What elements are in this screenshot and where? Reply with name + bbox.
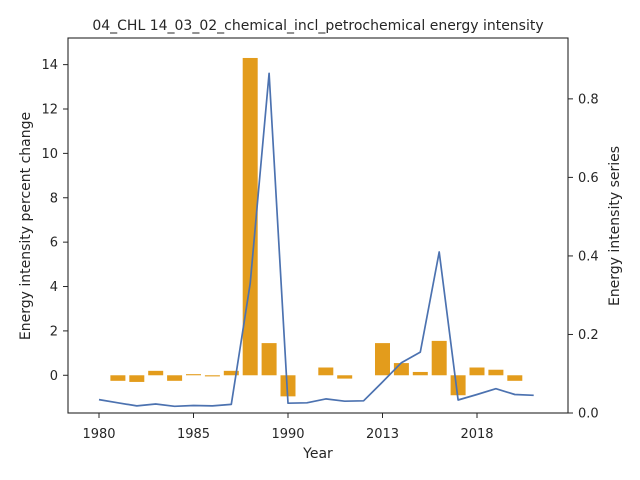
bar-19 [507, 375, 523, 381]
x-tick-label-0: 1980 [82, 427, 115, 442]
y-right-tick-label-1: 0.2 [578, 328, 599, 343]
x-axis-title: Year [302, 446, 333, 462]
plot-frame [67, 37, 569, 414]
x-tick-label-2: 1990 [271, 427, 304, 442]
left-axis: 0 2 4 6 8 10 12 14 [41, 58, 68, 384]
bar-15 [431, 340, 447, 376]
y-left-tick-label-2: 4 [50, 280, 58, 295]
bar-18 [488, 369, 504, 376]
bar-16 [450, 375, 466, 396]
bar-8 [261, 343, 277, 376]
bar-0 [110, 375, 126, 381]
bar-17 [469, 367, 485, 376]
x-tick-label-1: 1985 [177, 427, 210, 442]
y-right-tick-label-2: 0.4 [578, 249, 599, 264]
bar-4 [186, 374, 201, 376]
y-left-axis-title: Energy intensity percent change [18, 112, 34, 340]
y-left-tick-label-6: 12 [41, 103, 58, 118]
bar-14 [412, 371, 428, 376]
y-left-tick-label-1: 2 [50, 324, 58, 339]
x-axis: 1980 1985 1990 2013 2018 [82, 413, 494, 442]
y-right-axis-title: Energy intensity series [607, 146, 623, 306]
right-axis: 0.0 0.2 0.4 0.6 0.8 [568, 92, 599, 422]
y-right-tick-label-3: 0.6 [578, 171, 599, 186]
bar-10 [318, 367, 334, 376]
bar-6 [223, 370, 239, 376]
y-right-tick-label-4: 0.8 [578, 92, 599, 107]
bar-11 [337, 375, 353, 379]
y-left-tick-label-3: 6 [50, 236, 58, 251]
line-layer [98, 72, 534, 408]
y-left-tick-label-0: 0 [50, 369, 58, 384]
chart-title: 04_CHL 14_03_02_chemical_incl_petrochemi… [92, 18, 543, 34]
bar-5 [204, 375, 220, 377]
y-left-tick-label-5: 10 [41, 147, 58, 162]
bar-3 [167, 375, 183, 381]
x-tick-label-4: 2018 [460, 427, 493, 442]
x-tick-label-3: 2013 [366, 427, 399, 442]
bar-2 [148, 370, 164, 376]
bar-9 [280, 375, 296, 397]
bar-12 [375, 343, 390, 376]
y-left-tick-label-4: 8 [50, 191, 58, 206]
bars-layer [110, 57, 523, 397]
y-left-tick-label-7: 14 [41, 58, 58, 73]
series-line [98, 72, 534, 408]
bar-7 [242, 57, 258, 376]
bar-1 [129, 375, 145, 382]
y-right-tick-label-0: 0.0 [578, 407, 599, 422]
